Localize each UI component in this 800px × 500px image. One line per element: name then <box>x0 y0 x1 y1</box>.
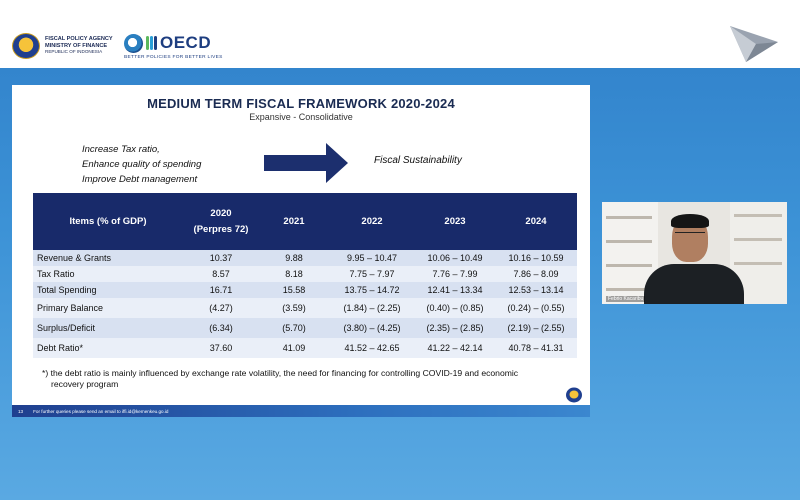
table-cell: 7.76 – 7.99 <box>432 269 478 279</box>
conference-header: FISCAL POLICY AGENCY MINISTRY OF FINANCE… <box>0 0 800 68</box>
column-header-2024: 2024 <box>525 215 547 227</box>
column-header-2020: 2020 (Perpres 72) <box>183 193 259 250</box>
table-row: Total Spending 16.71 15.58 13.75 – 14.72… <box>33 282 577 298</box>
speaker-hair <box>671 214 709 228</box>
table-cell: 7.75 – 7.97 <box>349 269 395 279</box>
year-label: 2020 <box>210 207 232 219</box>
table-cell: (0.40) – (0.85) <box>426 303 484 313</box>
table-cell: 10.16 – 10.59 <box>508 253 564 263</box>
table-row: Debt Ratio* 37.60 41.09 41.52 – 42.65 41… <box>33 338 577 358</box>
oecd-tagline: BETTER POLICIES FOR BETTER LIVES <box>124 55 223 60</box>
table-cell: 37.60 <box>209 343 233 353</box>
table-cell: (4.27) <box>209 303 233 313</box>
table-cell: 7.86 – 8.09 <box>513 269 559 279</box>
table-cell: (1.84) – (2.25) <box>343 303 401 313</box>
oecd-globe-icon <box>124 33 143 53</box>
row-label: Tax Ratio <box>37 269 75 279</box>
table-cell: 41.22 – 42.14 <box>427 343 483 353</box>
table-cell: 8.57 <box>212 269 230 279</box>
table-row: Surplus/Deficit (6.34) (5.70) (3.80) – (… <box>33 318 577 338</box>
footnote: *) the debt ratio is mainly influenced b… <box>42 368 562 390</box>
table-cell: 9.95 – 10.47 <box>346 253 398 263</box>
table-cell: (2.19) – (2.55) <box>507 323 565 333</box>
ministry-emblem-icon <box>12 33 40 59</box>
speaker-glasses <box>675 232 705 238</box>
year-note: (Perpres 72) <box>193 223 249 235</box>
policy-item: Increase Tax ratio, <box>82 144 160 155</box>
row-label: Surplus/Deficit <box>37 323 96 333</box>
table-cell: 16.71 <box>209 285 233 295</box>
column-header-2023: 2023 <box>444 215 466 227</box>
table-cell: 12.41 – 13.34 <box>427 285 483 295</box>
row-label: Total Spending <box>37 285 97 295</box>
table-cell: 8.18 <box>285 269 303 279</box>
row-label: Revenue & Grants <box>37 253 112 263</box>
fpa-line-2: MINISTRY OF FINANCE <box>45 42 108 49</box>
policy-item: Improve Debt management <box>82 174 198 185</box>
speaker-video-tile[interactable]: Febrio Kacaribu <box>602 202 787 304</box>
fpa-line-1: FISCAL POLICY AGENCY <box>45 36 113 43</box>
slide-subtitle: Expansive - Consolidative <box>249 112 353 122</box>
table-cell: 40.78 – 41.31 <box>508 343 564 353</box>
table-cell: 15.58 <box>282 285 306 295</box>
fiscal-goal: Fiscal Sustainability <box>374 155 462 166</box>
table-row: Revenue & Grants 10.37 9.88 9.95 – 10.47… <box>33 250 577 266</box>
table-cell: 13.75 – 14.72 <box>344 285 400 295</box>
fpa-line-3: REPUBLIC OF INDONESIA <box>45 49 103 55</box>
ministry-emblem-icon <box>566 387 582 403</box>
fiscal-framework-table: Items (% of GDP) 2020 (Perpres 72) 2021 … <box>33 193 577 358</box>
table-cell: 10.37 <box>209 253 233 263</box>
slide-title: MEDIUM TERM FISCAL FRAMEWORK 2020-2024 <box>147 96 455 111</box>
speaker-name-label: Febrio Kacaribu <box>606 296 646 302</box>
table-cell: (0.24) – (0.55) <box>507 303 565 313</box>
table-row: Tax Ratio 8.57 8.18 7.75 – 7.97 7.76 – 7… <box>33 266 577 282</box>
column-header-2022: 2022 <box>361 215 383 227</box>
table-row: Primary Balance (4.27) (3.59) (1.84) – (… <box>33 298 577 318</box>
table-cell: 10.06 – 10.49 <box>427 253 483 263</box>
table-cell: 12.53 – 13.14 <box>508 285 564 295</box>
slide-contact-text: For further queries please send an email… <box>33 408 169 414</box>
table-cell: (5.70) <box>282 323 306 333</box>
shared-slide: MEDIUM TERM FISCAL FRAMEWORK 2020-2024 E… <box>12 85 590 417</box>
table-cell: (6.34) <box>209 323 233 333</box>
footnote-line: *) the debt ratio is mainly influenced b… <box>42 368 519 378</box>
table-cell: (3.59) <box>282 303 306 313</box>
table-cell: 41.52 – 42.65 <box>344 343 400 353</box>
oecd-bars-icon <box>146 36 157 50</box>
background-shelf <box>730 202 787 304</box>
table-cell: (2.35) – (2.85) <box>426 323 484 333</box>
slide-page-number: 13 <box>18 408 24 414</box>
footnote-line: recovery program <box>51 379 119 389</box>
event-logo-icon <box>730 26 778 62</box>
table-cell: 41.09 <box>282 343 306 353</box>
row-label: Debt Ratio* <box>37 343 84 353</box>
row-label: Primary Balance <box>37 303 104 313</box>
slide-footer: 13 For further queries please send an em… <box>12 405 590 417</box>
column-header-items: Items (% of GDP) <box>69 215 147 227</box>
right-arrow-icon <box>264 143 348 183</box>
oecd-wordmark: OECD <box>160 33 212 52</box>
table-header-row: Items (% of GDP) 2020 (Perpres 72) 2021 … <box>33 193 577 250</box>
fiscal-policy-agency-logo: FISCAL POLICY AGENCY MINISTRY OF FINANCE… <box>12 33 113 59</box>
oecd-logo: OECD BETTER POLICIES FOR BETTER LIVES <box>124 33 223 60</box>
policy-list: Increase Tax ratio, Enhance quality of s… <box>82 142 201 187</box>
table-cell: 9.88 <box>285 253 303 263</box>
policy-item: Enhance quality of spending <box>82 159 202 170</box>
table-cell: (3.80) – (4.25) <box>343 323 401 333</box>
column-header-2021: 2021 <box>283 215 305 227</box>
speaker-body <box>644 264 744 304</box>
